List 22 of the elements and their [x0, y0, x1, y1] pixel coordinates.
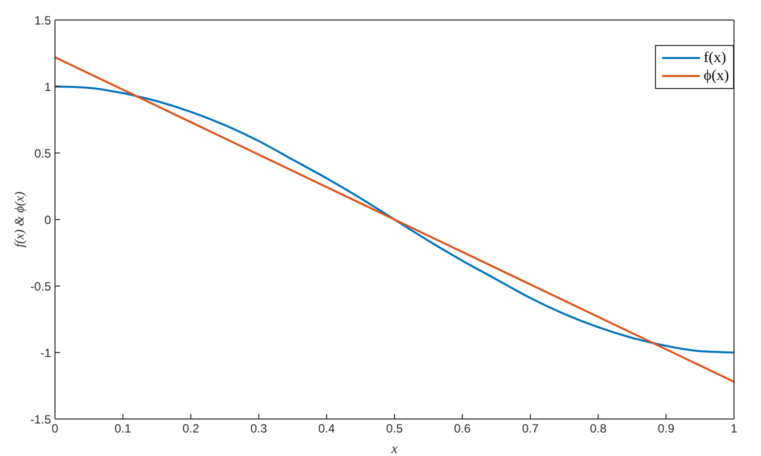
x-tick-label: 0.9: [658, 422, 675, 436]
line-series: [55, 86, 734, 354]
x-tick-label: 0.6: [454, 422, 472, 436]
x-tick-label: 0.1: [114, 422, 132, 436]
y-tick-label: -0.5: [30, 279, 52, 294]
x-tick-label: 0.7: [522, 422, 539, 436]
x-axis-title: x: [390, 442, 398, 456]
y-tick-label: 1: [44, 80, 52, 94]
legend-label: f(x): [704, 49, 726, 67]
y-tick-label: 0: [44, 212, 52, 227]
x-tick-label: 0.8: [590, 422, 607, 436]
x-tick-label: 1: [730, 422, 738, 436]
x-tick-label: 0.4: [318, 422, 336, 436]
legend-label: ϕ(x): [704, 67, 729, 85]
x-tick-label: 0.3: [250, 422, 268, 436]
y-tick-label: -1: [40, 346, 52, 360]
x-tick-label: 0.5: [386, 422, 404, 436]
y-tick-label: -1.5: [30, 412, 52, 426]
y-tick-label: 0.5: [34, 146, 52, 160]
y-tick-label: 1.5: [34, 13, 52, 28]
x-tick-label: 0.2: [182, 422, 200, 436]
y-axis-title: f(x) & ϕ(x): [12, 192, 26, 248]
